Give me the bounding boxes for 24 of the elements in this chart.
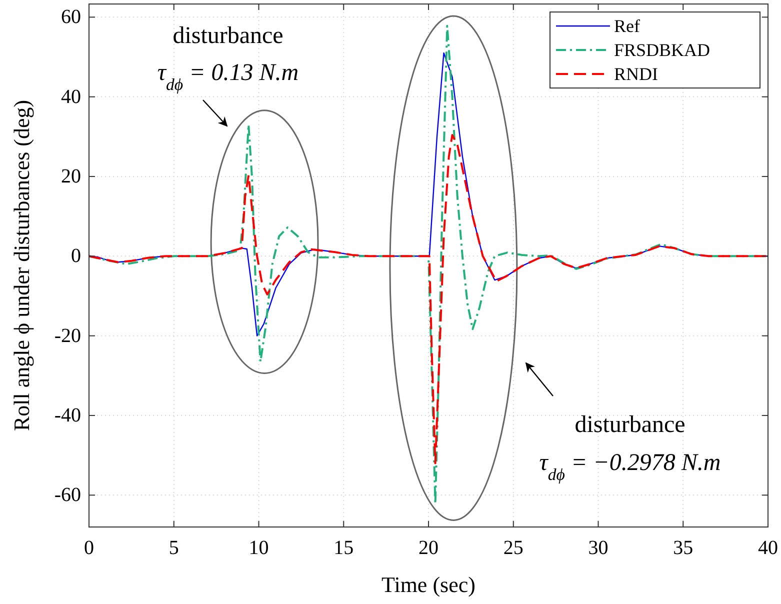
annotation: disturbance	[172, 23, 284, 49]
y-tick-label: -20	[54, 324, 81, 347]
y-tick-label: 60	[61, 6, 81, 28]
y-tick-label: 20	[61, 165, 81, 188]
annotation: disturbance	[574, 412, 686, 438]
legend-label: Ref	[614, 16, 640, 36]
y-tick-label: 0	[71, 245, 81, 268]
legend-label: FRSDBKAD	[614, 40, 710, 60]
legend-label: RNDI	[614, 64, 658, 84]
annotation: τ$_{dϕ}$ = −0.2978 N.m	[539, 450, 721, 484]
x-tick-label: 20	[418, 537, 438, 559]
x-axis-title: Time (sec)	[382, 572, 476, 597]
y-axis-title: Roll angle ϕ under disturbances (deg)	[9, 100, 34, 432]
x-tick-label: 5	[168, 537, 179, 559]
x-tick-label: 30	[588, 537, 608, 559]
annotation: τ$_{dϕ}$ = 0.13 N.m	[157, 60, 299, 94]
x-tick-label: 10	[248, 537, 269, 559]
y-tick-label: -40	[54, 404, 81, 426]
y-tick-label: -60	[54, 484, 81, 506]
x-tick-label: 25	[503, 537, 524, 559]
x-tick-label: 35	[673, 537, 694, 559]
y-tick-label: 40	[61, 86, 81, 108]
x-tick-label: 40	[758, 537, 778, 559]
x-tick-label: 15	[334, 537, 354, 559]
